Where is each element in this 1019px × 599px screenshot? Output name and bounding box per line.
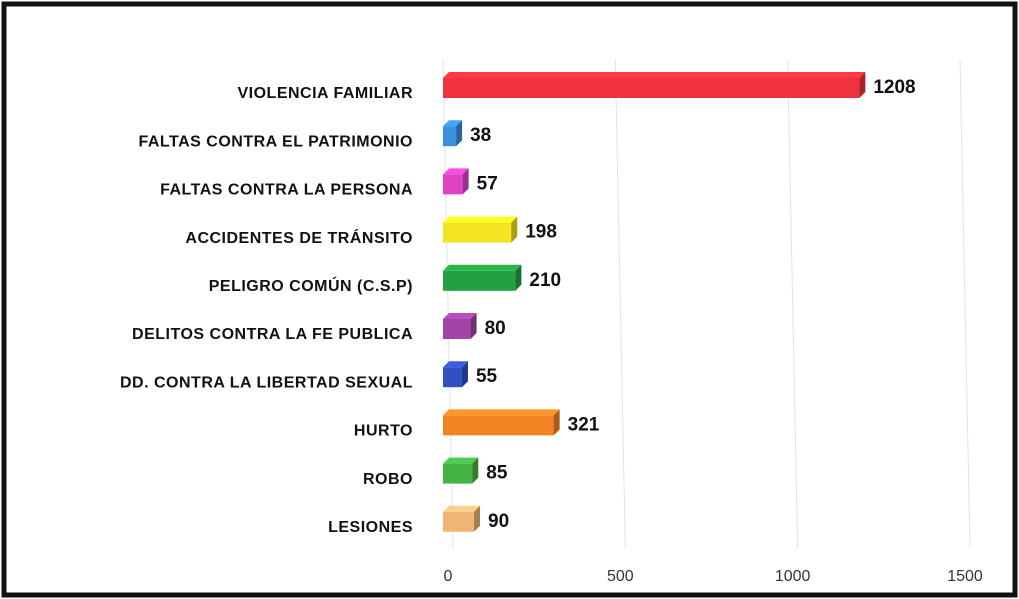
x-tick-label: 500: [607, 568, 634, 585]
value-label: 198: [525, 222, 557, 243]
y-tick-label: PELIGRO COMÚN (C.S.P): [209, 276, 413, 295]
y-tick-label: ROBO: [363, 471, 413, 488]
bar-side: [859, 72, 866, 98]
bar: [443, 126, 457, 147]
bar-top: [443, 361, 468, 368]
bar-side: [515, 264, 522, 291]
grid-line: [787, 59, 799, 549]
y-tick-label: HURTO: [354, 423, 413, 440]
bar: [443, 367, 462, 388]
bar-side: [470, 313, 477, 339]
bar: [443, 463, 473, 484]
y-tick-label: FALTAS CONTRA LA PERSONA: [160, 182, 413, 199]
bar-top: [443, 120, 463, 127]
bar-side: [456, 120, 463, 147]
bar-side: [462, 168, 469, 195]
value-label: 210: [529, 270, 561, 291]
value-label: 55: [476, 366, 498, 387]
y-tick-label: DELITOS CONTRA LA FE PUBLICA: [132, 326, 413, 343]
y-tick-label: DD. CONTRA LA LIBERTAD SEXUAL: [120, 374, 413, 391]
bar-top: [443, 313, 477, 319]
bar: [443, 511, 475, 532]
y-tick-label: ACCIDENTES DE TRÁNSITO: [185, 228, 413, 247]
bar: [443, 222, 512, 243]
bar-top: [443, 168, 469, 175]
bar-side: [461, 361, 468, 388]
value-label: 80: [485, 318, 506, 339]
grid-line: [614, 59, 626, 549]
value-label: 57: [477, 173, 498, 194]
bar-side: [511, 216, 518, 243]
bar: [443, 319, 471, 339]
bar: [443, 78, 860, 98]
value-label: 90: [488, 511, 509, 532]
bar-side: [553, 409, 560, 436]
bar: [443, 270, 516, 291]
bar-top: [443, 216, 518, 223]
bar-side: [474, 505, 481, 532]
bar-top: [443, 505, 481, 512]
y-tick-label: LESIONES: [328, 519, 413, 536]
bar-top: [443, 409, 560, 416]
bar: [443, 415, 554, 436]
value-label: 85: [486, 463, 508, 484]
bar-top: [443, 264, 522, 271]
value-label: 1208: [873, 77, 915, 98]
bar: [443, 174, 463, 195]
x-tick-label: 0: [444, 568, 453, 585]
bar-top: [443, 72, 866, 78]
y-tick-label: VIOLENCIA FAMILIAR: [237, 85, 413, 102]
y-tick-label: FALTAS CONTRA EL PATRIMONIO: [138, 133, 413, 150]
grid-line: [959, 59, 971, 549]
value-label: 38: [470, 125, 491, 146]
bar-side: [472, 457, 479, 484]
x-tick-label: 1000: [775, 568, 811, 585]
bar-top: [443, 457, 479, 464]
x-tick-label: 1500: [947, 568, 983, 585]
value-label: 321: [568, 414, 600, 435]
